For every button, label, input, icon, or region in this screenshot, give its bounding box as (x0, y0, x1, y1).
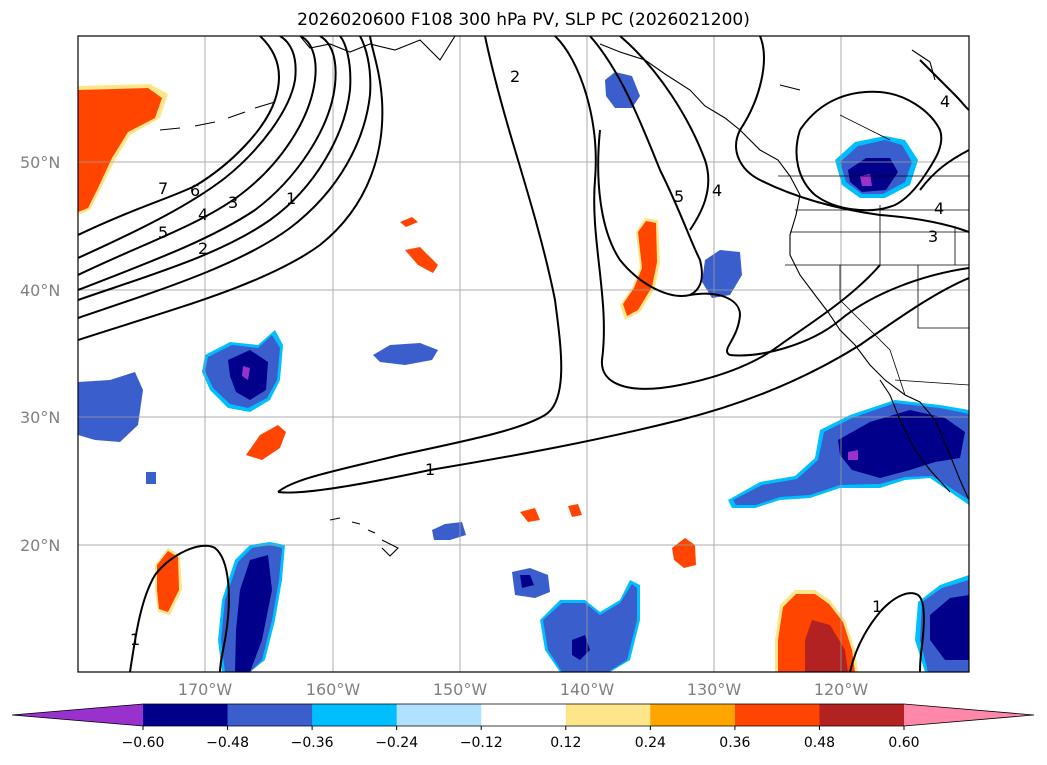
contour-label: 2 (510, 67, 520, 86)
colorbar-tick-label: 0.36 (719, 735, 750, 751)
colorbar-segment (565, 704, 651, 726)
colorbar-segment (819, 704, 905, 726)
colorbar-tick-label: 0.12 (550, 735, 581, 751)
contour-label: 6 (190, 181, 200, 200)
contour-label: 3 (228, 193, 238, 212)
colorbar-extend-min (12, 704, 143, 726)
pv-negative-region (373, 343, 438, 365)
colorbar-tick-label: 0.48 (804, 735, 835, 751)
map-layers: 7 6 5 4 3 2 1 2 5 4 3 1 4 4 1 1 (78, 36, 969, 672)
colorbar-segment (734, 704, 820, 726)
pv-negative-region (78, 372, 143, 442)
pv-negative-region (218, 542, 285, 672)
colorbar-segment (227, 704, 313, 726)
graticule (78, 36, 969, 672)
contour-label: 4 (940, 92, 950, 111)
colorbar-tick-label: 0.60 (888, 735, 919, 751)
pv-negative-region (432, 522, 466, 540)
pv-positive-region (246, 425, 286, 460)
contour-label: 1 (286, 189, 296, 208)
lon-label: 120°W (814, 680, 869, 699)
pv-negative-region (835, 136, 918, 198)
colorbar-extend-max (904, 704, 1034, 726)
contour-label: 4 (712, 181, 722, 200)
contour-label: 4 (198, 205, 208, 224)
colorbar-segment (650, 704, 736, 726)
slp-contours (78, 36, 969, 672)
map-title: 2026020600 F108 300 hPa PV, SLP PC (2026… (297, 10, 750, 30)
contour-label: 1 (425, 460, 435, 479)
pv-positive-region (568, 504, 582, 517)
pv-negative-region (540, 580, 640, 672)
colorbar-tick-label: −0.48 (206, 735, 249, 751)
colorbar-tick-label: −0.60 (122, 735, 165, 751)
contour-label: 5 (158, 223, 168, 242)
pv-positive-region (400, 217, 418, 227)
colorbar-tick-label: 0.24 (635, 735, 666, 751)
pv-negative-region (702, 250, 742, 298)
lon-label: 140°W (560, 680, 615, 699)
colorbar-segment (396, 704, 482, 726)
contour-label: 5 (674, 187, 684, 206)
map-frame (77, 35, 970, 673)
contour-label: 4 (934, 199, 944, 218)
pv-positive-region (620, 218, 660, 320)
pv-negative-region (146, 472, 156, 484)
contour-label: 3 (928, 227, 938, 246)
pv-negative-region (520, 575, 534, 588)
colorbar-segment (481, 704, 567, 726)
lat-label: 20°N (20, 536, 60, 555)
lon-label: 150°W (433, 680, 488, 699)
pv-positive-region (520, 508, 540, 522)
coastlines (159, 36, 969, 557)
colorbar-tick-label: −0.36 (291, 735, 334, 751)
contour-labels: 7 6 5 4 3 2 1 2 5 4 3 1 4 4 1 1 (130, 67, 950, 649)
colorbar-tick-label: −0.12 (460, 735, 503, 751)
lon-label: 160°W (306, 680, 361, 699)
pv-negative-region (605, 72, 640, 108)
contour-label: 1 (130, 630, 140, 649)
colorbar-segment (143, 704, 229, 726)
lat-label: 50°N (20, 153, 60, 172)
pv-positive-region (78, 88, 162, 212)
pv-positive-region (405, 247, 438, 273)
colorbar-tick-label: −0.24 (375, 735, 418, 751)
lat-label: 30°N (20, 408, 60, 427)
colorbar: −0.60 −0.48 −0.36 −0.24 −0.12 0.12 0.24 0.36 0.4… (11, 703, 1035, 751)
pv-negative-region (728, 400, 969, 508)
lat-label: 40°N (20, 281, 60, 300)
contour-label: 1 (872, 597, 882, 616)
longitude-labels: 170°W 160°W 150°W 140°W 130°W 120°W (178, 680, 869, 699)
contour-label: 7 (158, 179, 168, 198)
latitude-labels: 50°N 40°N 30°N 20°N (20, 153, 60, 555)
colorbar-segment (312, 704, 398, 726)
lon-label: 170°W (178, 680, 233, 699)
contour-label: 2 (198, 239, 208, 258)
pv-positive-region (775, 590, 858, 672)
pv-negative-region (202, 330, 283, 412)
pv-negative-region (915, 575, 969, 672)
lon-label: 130°W (687, 680, 742, 699)
